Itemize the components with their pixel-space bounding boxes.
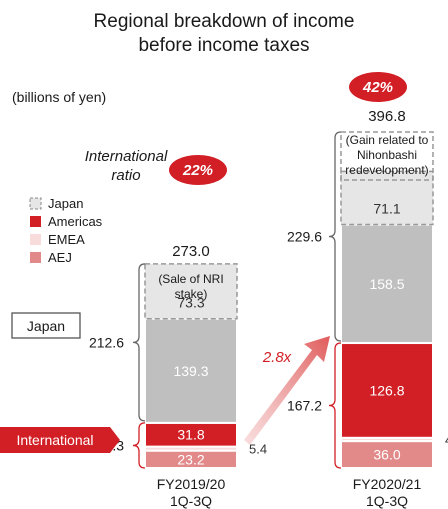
- ratio-badge-2-value: 42%: [362, 79, 393, 96]
- ratio-badge-1-value: 22%: [182, 162, 213, 179]
- legend-label-4: AEJ: [48, 250, 72, 265]
- ratio-badge-1-shape: [169, 155, 227, 185]
- data-label-americas-1: 31.8: [177, 427, 204, 443]
- special-note-1-line-1: (Sale of NRI: [158, 272, 223, 286]
- japan-bracket-2: [328, 131, 342, 342]
- total-label-1: 273.0: [172, 243, 210, 260]
- international-tag-shape: [0, 427, 120, 453]
- ratio-badge-2-shape: [349, 72, 407, 102]
- data-label-japan-special-1: 73.3: [177, 295, 204, 311]
- legend-swatch-4: [30, 252, 41, 263]
- special-note-2-line-3: redevelopment): [345, 163, 428, 177]
- data-label-americas-2: 126.8: [369, 382, 404, 398]
- legend-label-3: EMEA: [48, 232, 85, 247]
- unit-label: (billions of yen): [12, 89, 106, 105]
- chart-title: Regional breakdown of income before inco…: [0, 10, 448, 58]
- special-note-2-line-2: Nihonbashi: [357, 148, 417, 162]
- total-label-2: 396.8: [368, 108, 406, 125]
- legend-label-2: Americas: [48, 214, 103, 229]
- bar-japan-1-special: [144, 263, 238, 320]
- x-tick-label-2-line-2: 1Q-3Q: [366, 493, 408, 509]
- international-ratio-label-line-2: ratio: [111, 167, 140, 184]
- special-note-2-box: [340, 131, 434, 181]
- international-ratio-label-line-1: International: [85, 148, 168, 165]
- data-label-aej-1: 23.2: [177, 451, 204, 467]
- data-label-japan-special-2: 71.1: [373, 201, 400, 217]
- data-label-emea-1: 5.4: [249, 442, 267, 457]
- x-tick-label-1-line-2: 1Q-3Q: [170, 493, 212, 509]
- legend-swatch-3: [30, 234, 41, 245]
- legend-label-1: Japan: [48, 196, 83, 211]
- x-tick-label-2-line-1: FY2020/21: [353, 476, 422, 492]
- special-note-1-line-2: stake): [175, 287, 208, 301]
- x-tick-label-1-line-1: FY2019/20: [157, 476, 226, 492]
- data-label-japan-1: 139.3: [173, 363, 208, 379]
- japan-tag-box: [11, 312, 81, 339]
- special-note-2-line-1: (Gain related to: [346, 133, 429, 147]
- bar-japan-2: [340, 223, 434, 345]
- japan-total-1: 212.6: [89, 334, 124, 350]
- legend-swatch-1: [29, 197, 42, 210]
- growth-arrow: [244, 336, 330, 445]
- japan-total-2: 229.6: [287, 229, 322, 245]
- international-bracket-1: [132, 422, 146, 469]
- bars-layer: [144, 131, 434, 469]
- annotations-layer: 23.25.431.8139.373.3FY2019/201Q-3Q36.04.…: [0, 72, 448, 509]
- bar-japan-1: [144, 317, 238, 424]
- legend-swatch-2: [30, 216, 41, 227]
- chart-title-line-1: Regional breakdown of income: [93, 11, 355, 32]
- data-label-emea-2: 4.4: [445, 432, 448, 447]
- international-total-2: 167.2: [287, 398, 322, 414]
- data-label-japan-2: 158.5: [369, 276, 404, 292]
- japan-tag-label: Japan: [27, 318, 65, 334]
- data-label-aej-2: 36.0: [373, 447, 400, 463]
- japan-bracket-1: [132, 263, 146, 422]
- chart-title-line-2: before income taxes: [138, 35, 310, 56]
- international-tag-label: International: [16, 432, 93, 448]
- growth-label: 2.8x: [262, 349, 292, 366]
- international-bracket-2: [328, 342, 342, 469]
